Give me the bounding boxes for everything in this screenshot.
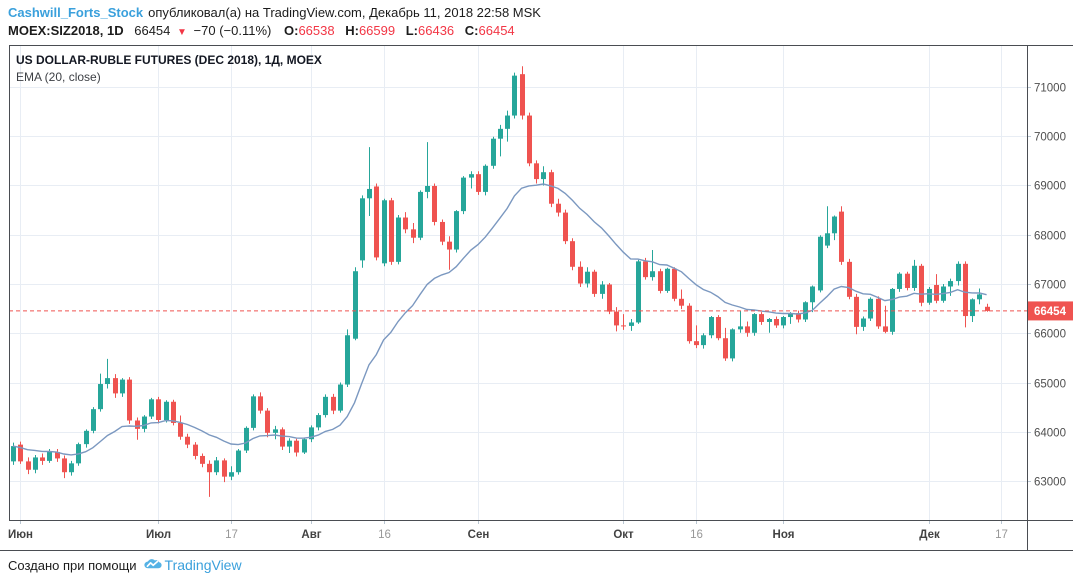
low-value: 66436 bbox=[418, 23, 455, 38]
open-value: 66538 bbox=[298, 23, 335, 38]
symbol-interval: MOEX:SIZ2018, 1D bbox=[8, 23, 124, 38]
last-price-marker: 66454 bbox=[9, 301, 1073, 321]
footer: Создано при помощи TradingView bbox=[8, 557, 242, 573]
low-label: L: bbox=[405, 23, 418, 38]
svg-text:Окт: Окт bbox=[613, 529, 634, 541]
svg-text:16: 16 bbox=[690, 529, 703, 541]
svg-text:64000: 64000 bbox=[1034, 428, 1066, 440]
svg-text:Сен: Сен bbox=[468, 529, 490, 541]
open-label: O: bbox=[283, 23, 299, 38]
time-axis[interactable]: Июн Июл 17 Авг 16 Сен Окт 16 Ноя Дек 17 bbox=[8, 520, 1008, 541]
created-by-text: Создано при помощи bbox=[8, 557, 137, 573]
svg-text:63000: 63000 bbox=[1034, 477, 1066, 489]
close-value: 66454 bbox=[478, 23, 515, 38]
svg-text:Июл: Июл bbox=[146, 529, 171, 541]
svg-text:71000: 71000 bbox=[1034, 83, 1066, 95]
svg-text:65000: 65000 bbox=[1034, 379, 1066, 391]
last-price: 66454 bbox=[134, 23, 171, 38]
ema-line bbox=[12, 183, 987, 456]
header: Cashwill_Forts_Stock опубликовал(а) на Tr… bbox=[8, 4, 541, 41]
quote-line: MOEX:SIZ2018, 1D 66454 ▼ −70 (−0.11%) O:… bbox=[8, 22, 541, 41]
svg-text:66454: 66454 bbox=[1034, 306, 1067, 318]
svg-text:Июн: Июн bbox=[8, 529, 33, 541]
username-link[interactable]: Cashwill_Forts_Stock bbox=[8, 5, 144, 20]
svg-text:16: 16 bbox=[378, 529, 391, 541]
price-axis[interactable]: 71000 70000 69000 68000 67000 66000 65000 64000… bbox=[1027, 83, 1066, 489]
svg-text:67000: 67000 bbox=[1034, 280, 1066, 292]
close-label: C: bbox=[464, 23, 479, 38]
chart-frame bbox=[0, 45, 1073, 551]
price-change: −70 (−0.11%) bbox=[193, 23, 272, 38]
high-label: H: bbox=[345, 23, 359, 38]
indicator-label: EMA (20, close) bbox=[16, 70, 101, 84]
svg-text:Ноя: Ноя bbox=[773, 529, 795, 541]
svg-text:17: 17 bbox=[995, 529, 1008, 541]
chart-legend: US DOLLAR-RUBLE FUTURES (DEC 2018), 1Д, … bbox=[16, 52, 322, 86]
svg-text:66000: 66000 bbox=[1034, 329, 1066, 341]
publish-line: Cashwill_Forts_Stock опубликовал(а) на Tr… bbox=[8, 4, 541, 21]
tradingview-logo-icon bbox=[143, 559, 162, 569]
svg-text:Дек: Дек bbox=[919, 529, 940, 541]
svg-text:70000: 70000 bbox=[1034, 132, 1066, 144]
tradingview-brand-link[interactable]: TradingView bbox=[164, 557, 242, 573]
chart-plot-area[interactable] bbox=[11, 66, 990, 497]
svg-text:17: 17 bbox=[225, 529, 238, 541]
high-value: 66599 bbox=[358, 23, 396, 38]
svg-text:Авг: Авг bbox=[301, 529, 321, 541]
svg-text:68000: 68000 bbox=[1034, 231, 1066, 243]
svg-text:69000: 69000 bbox=[1034, 181, 1066, 193]
grid-layer bbox=[9, 46, 1027, 520]
chart-title: US DOLLAR-RUBLE FUTURES (DEC 2018), 1Д, … bbox=[16, 53, 322, 67]
chart-canvas[interactable]: 71000 70000 69000 68000 67000 66000 65000 64000… bbox=[0, 45, 1073, 555]
down-triangle-icon: ▼ bbox=[177, 27, 187, 38]
published-text: опубликовал(а) на TradingView.com, Декаб… bbox=[148, 5, 541, 20]
